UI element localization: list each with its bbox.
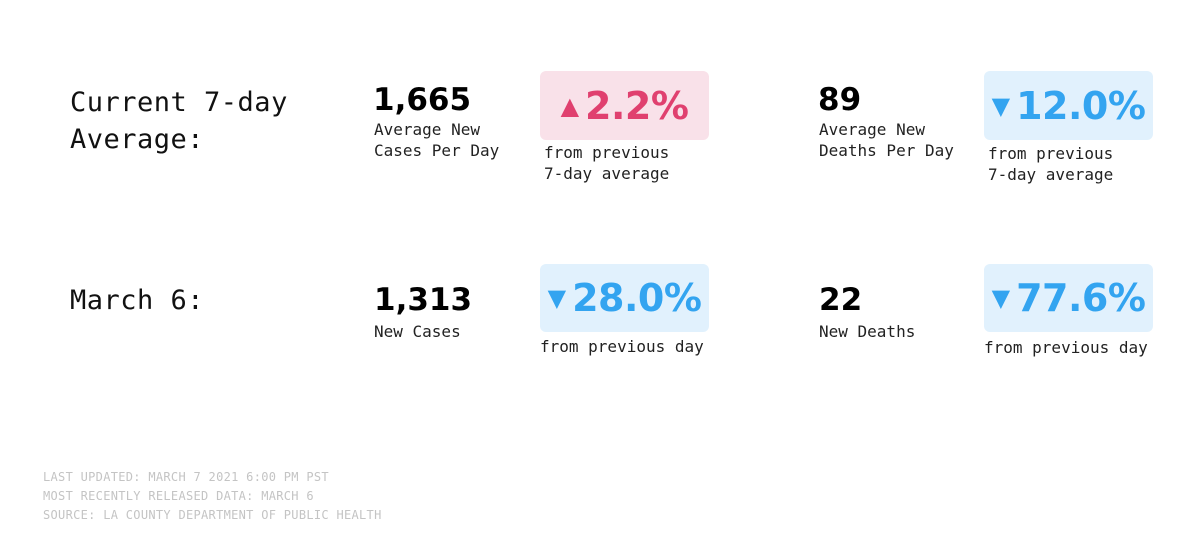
average-cases-change-badge: ▲ 2.2% <box>540 71 709 140</box>
daily-cases-value: 1,313 <box>374 282 473 318</box>
daily-deaths-change-percent: 77.6% <box>1016 276 1146 320</box>
daily-row-label: March 6: <box>70 285 205 316</box>
average-cases-change-percent: 2.2% <box>585 83 689 128</box>
average-row-label: Current 7-day Average: <box>70 84 288 158</box>
daily-deaths-description: New Deaths <box>819 322 916 341</box>
average-deaths-desc-line2: Deaths Per Day <box>819 141 954 160</box>
average-cases-desc-line1: Average New <box>374 120 480 139</box>
average-deaths-change-percent: 12.0% <box>1016 83 1146 128</box>
average-deaths-change-badge: ▼ 12.0% <box>984 71 1153 140</box>
recent-data-text: MOST RECENTLY RELEASED DATA: MARCH 6 <box>43 489 314 503</box>
daily-cases-change-note: from previous day <box>540 337 704 356</box>
average-deaths-value: 89 <box>818 82 862 118</box>
arrow-down-icon: ▼ <box>991 284 1011 312</box>
average-cases-note-line2: 7-day average <box>544 164 670 183</box>
daily-cases-change-percent: 28.0% <box>572 276 702 320</box>
footer-notes: LAST UPDATED: MARCH 7 2021 6:00 PM PST M… <box>43 468 382 525</box>
average-deaths-change-note: from previous 7-day average <box>988 143 1113 185</box>
average-cases-description: Average New Cases Per Day <box>374 119 499 161</box>
arrow-down-icon: ▼ <box>991 91 1011 120</box>
average-cases-value: 1,665 <box>373 82 472 118</box>
average-deaths-description: Average New Deaths Per Day <box>819 119 954 161</box>
average-cases-note-line1: from previous <box>544 143 670 162</box>
average-deaths-desc-line1: Average New <box>819 120 925 139</box>
daily-cases-description: New Cases <box>374 322 461 341</box>
daily-cases-change-badge: ▼ 28.0% <box>540 264 709 332</box>
average-label-line1: Current 7-day <box>70 87 288 118</box>
last-updated-text: LAST UPDATED: MARCH 7 2021 6:00 PM PST <box>43 470 329 484</box>
daily-deaths-change-badge: ▼ 77.6% <box>984 264 1153 332</box>
source-text: SOURCE: LA COUNTY DEPARTMENT OF PUBLIC H… <box>43 508 382 522</box>
average-cases-desc-line2: Cases Per Day <box>374 141 500 160</box>
daily-deaths-change-note: from previous day <box>984 338 1148 357</box>
daily-deaths-value: 22 <box>819 282 863 318</box>
average-label-line2: Average: <box>70 124 205 155</box>
arrow-up-icon: ▲ <box>560 91 580 120</box>
average-deaths-note-line1: from previous <box>988 144 1114 163</box>
average-deaths-note-line2: 7-day average <box>988 165 1114 184</box>
average-cases-change-note: from previous 7-day average <box>544 142 669 184</box>
arrow-down-icon: ▼ <box>547 284 567 312</box>
